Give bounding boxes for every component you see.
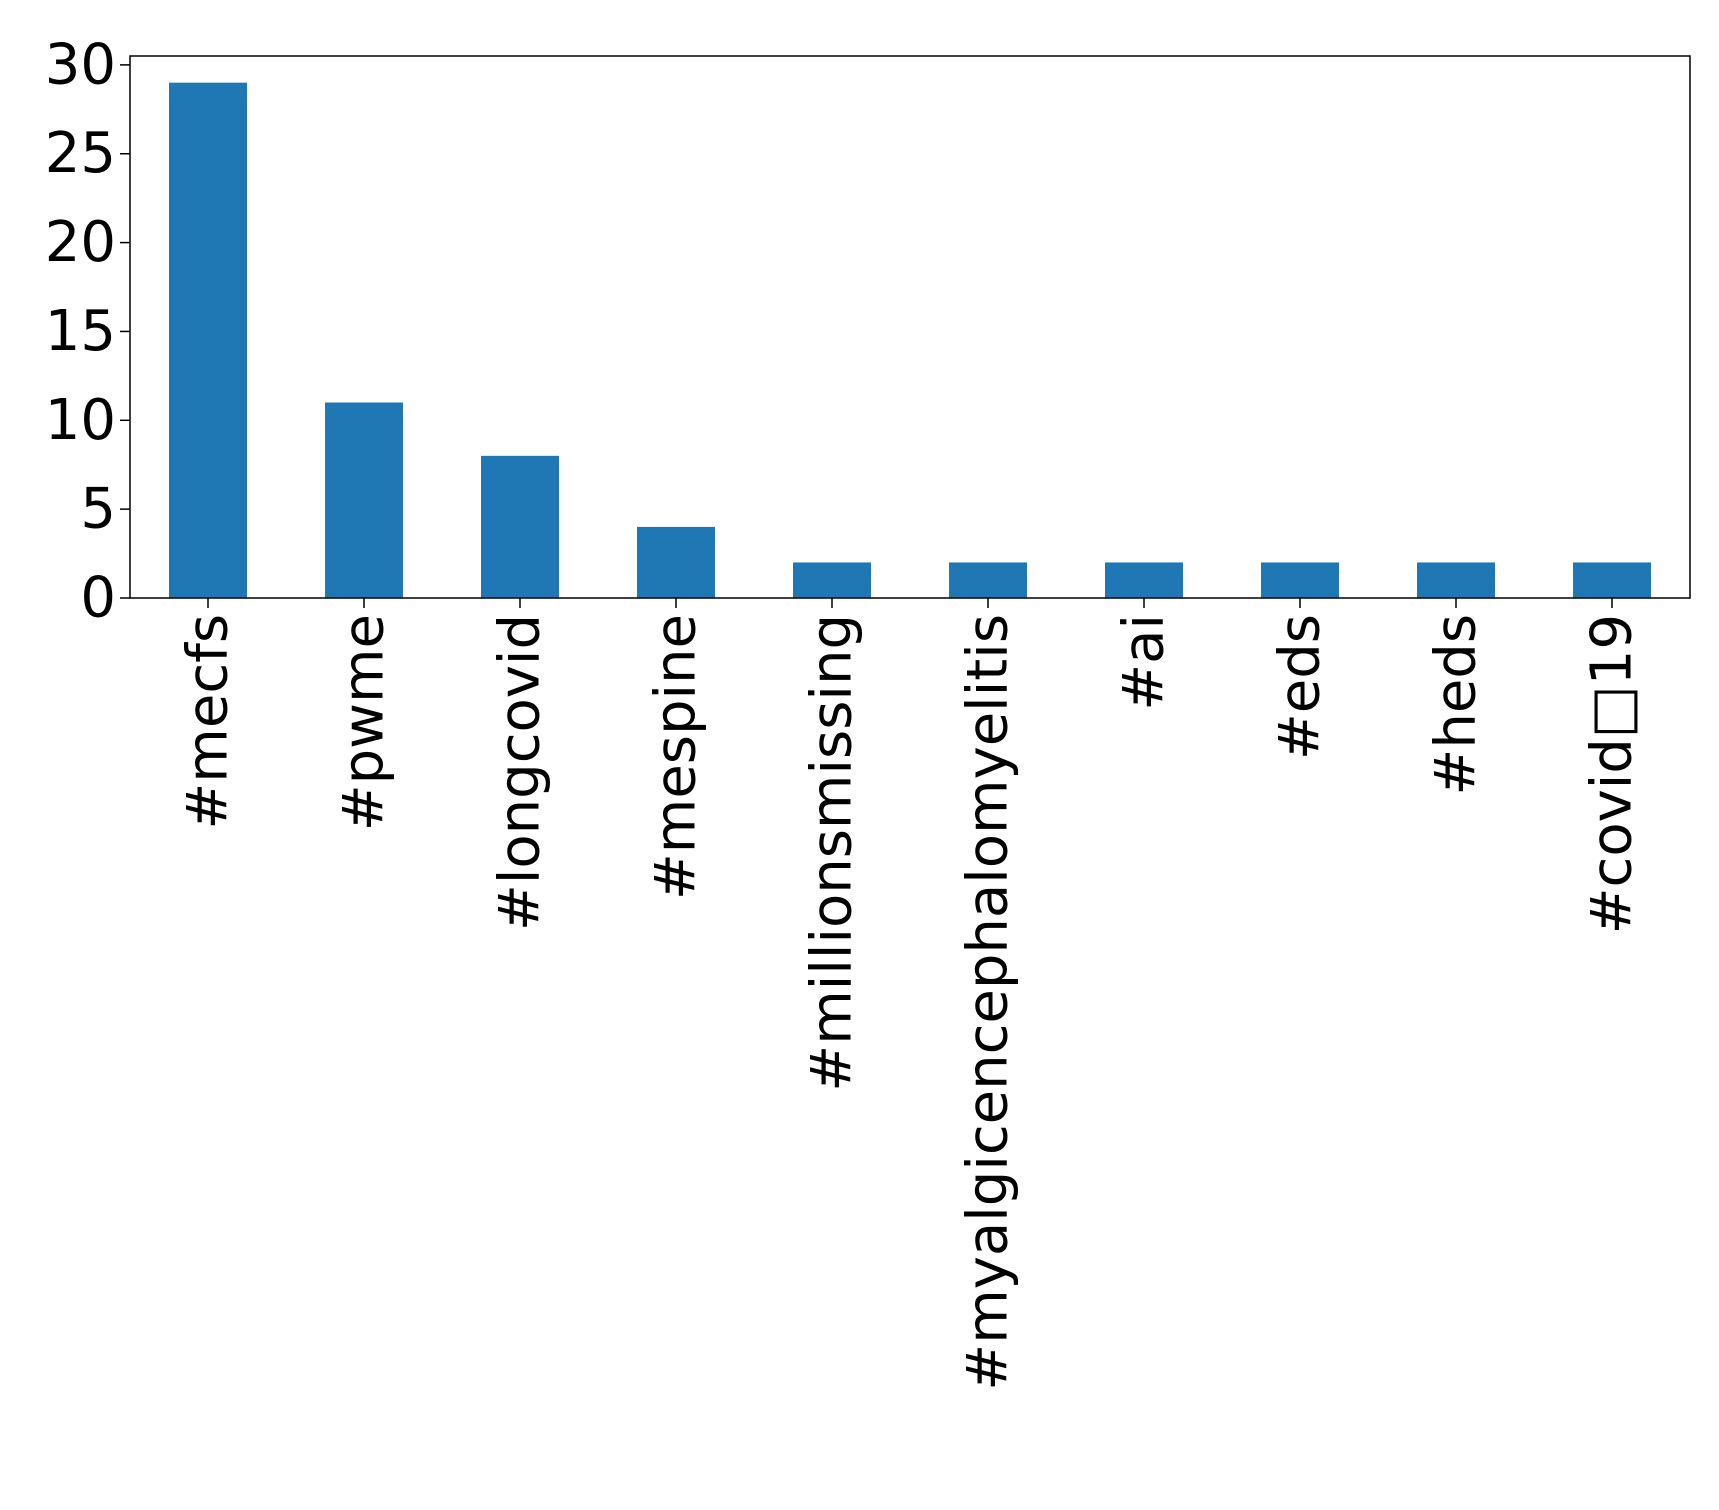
y-tick-label: 10 bbox=[45, 388, 116, 453]
x-tick-label: #mespine bbox=[644, 614, 709, 900]
x-tick-label: #ai bbox=[1112, 614, 1177, 711]
x-tick-label: #myalgicencephalomyelitis bbox=[956, 614, 1021, 1391]
x-tick-label: #longcovid bbox=[488, 614, 553, 931]
x-tick-label: #mecfs bbox=[176, 614, 241, 830]
bar-9 bbox=[1573, 562, 1651, 598]
x-tick-label: #millionsmissing bbox=[800, 614, 865, 1092]
bar-6 bbox=[1105, 562, 1183, 598]
y-tick-label: 20 bbox=[45, 210, 116, 275]
bar-7 bbox=[1261, 562, 1339, 598]
y-tick-label: 5 bbox=[80, 477, 116, 542]
axes-frame bbox=[129, 55, 1691, 599]
x-axis: #mecfs #pwme #longcovid #mespine #millionsmi… bbox=[176, 598, 1645, 1391]
bars-layer bbox=[169, 82, 1651, 598]
x-tick-label: #covid□19 bbox=[1580, 614, 1645, 934]
y-tick-label: 25 bbox=[45, 121, 116, 186]
y-tick-label: 30 bbox=[45, 32, 116, 97]
x-tick-label: #eds bbox=[1268, 614, 1333, 760]
bar-5 bbox=[949, 562, 1027, 598]
plot-frame bbox=[129, 55, 1691, 599]
bar-8 bbox=[1417, 562, 1495, 598]
y-tick-label: 0 bbox=[80, 566, 116, 631]
y-tick-label: 15 bbox=[45, 299, 116, 364]
bar-4 bbox=[793, 562, 871, 598]
bar-1 bbox=[325, 402, 403, 598]
bar-2 bbox=[481, 455, 559, 598]
bar-3 bbox=[637, 526, 715, 598]
bar-0 bbox=[169, 82, 247, 598]
x-tick-label: #pwme bbox=[332, 614, 397, 831]
x-tick-label: #heds bbox=[1424, 614, 1489, 796]
y-axis: 0 5 10 15 20 25 30 bbox=[45, 32, 130, 631]
